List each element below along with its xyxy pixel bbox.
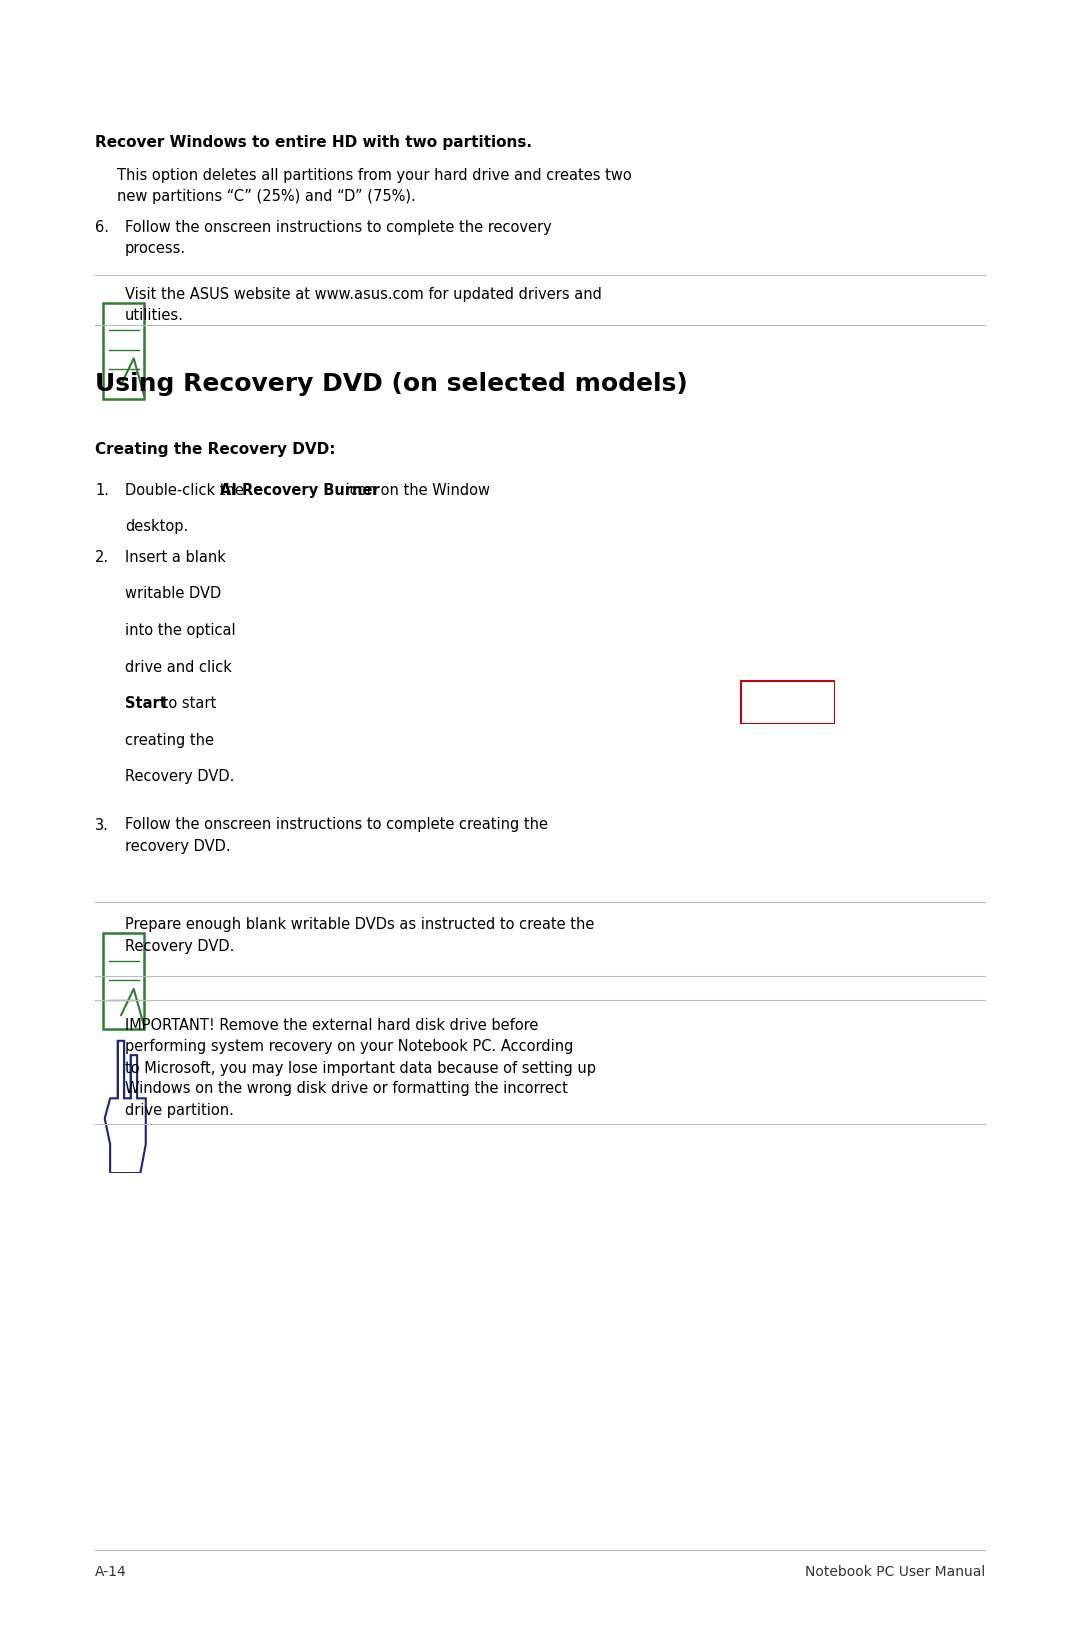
Text: Insert a blank: Insert a blank: [125, 550, 226, 565]
Text: Prepare enough blank writable DVDs as instructed to create the
Recovery DVD.: Prepare enough blank writable DVDs as in…: [125, 918, 594, 953]
Text: Start: Start: [125, 696, 167, 711]
Text: A-14: A-14: [95, 1565, 126, 1578]
Text: Follow the onscreen instructions to complete creating the
recovery DVD.: Follow the onscreen instructions to comp…: [125, 817, 548, 854]
Text: 1.: 1.: [95, 483, 109, 498]
FancyBboxPatch shape: [740, 680, 835, 724]
Text: icon on the Window: icon on the Window: [341, 483, 490, 498]
Text: Double-click the: Double-click the: [125, 483, 248, 498]
Text: drive and click: drive and click: [125, 659, 232, 675]
Text: Recovery DVD.: Recovery DVD.: [125, 770, 234, 784]
Text: 6.: 6.: [95, 220, 109, 234]
Text: creating the: creating the: [125, 732, 214, 747]
Text: Using Recovery DVD (on selected models): Using Recovery DVD (on selected models): [95, 373, 688, 395]
FancyBboxPatch shape: [103, 934, 144, 1030]
Text: Visit the ASUS website at www.asus.com for updated drivers and
utilities.: Visit the ASUS website at www.asus.com f…: [125, 286, 602, 324]
Text: Recover Windows to entire HD with two partitions.: Recover Windows to entire HD with two pa…: [95, 135, 532, 150]
Text: to start: to start: [159, 696, 217, 711]
Text: 2.: 2.: [95, 550, 109, 565]
Text: IMPORTANT! Remove the external hard disk drive before
performing system recovery: IMPORTANT! Remove the external hard disk…: [125, 1019, 596, 1118]
Text: into the optical: into the optical: [125, 623, 235, 638]
FancyBboxPatch shape: [103, 303, 144, 399]
Text: writable DVD: writable DVD: [125, 586, 221, 602]
Text: This option deletes all partitions from your hard drive and creates two
new part: This option deletes all partitions from …: [117, 168, 632, 203]
Text: Notebook PC User Manual: Notebook PC User Manual: [805, 1565, 985, 1578]
Text: AI Recovery Burner: AI Recovery Burner: [220, 483, 380, 498]
Text: 3.: 3.: [95, 817, 109, 833]
Text: Follow the onscreen instructions to complete the recovery
process.: Follow the onscreen instructions to comp…: [125, 220, 552, 255]
Text: Creating the Recovery DVD:: Creating the Recovery DVD:: [95, 443, 336, 457]
Text: desktop.: desktop.: [125, 519, 188, 535]
